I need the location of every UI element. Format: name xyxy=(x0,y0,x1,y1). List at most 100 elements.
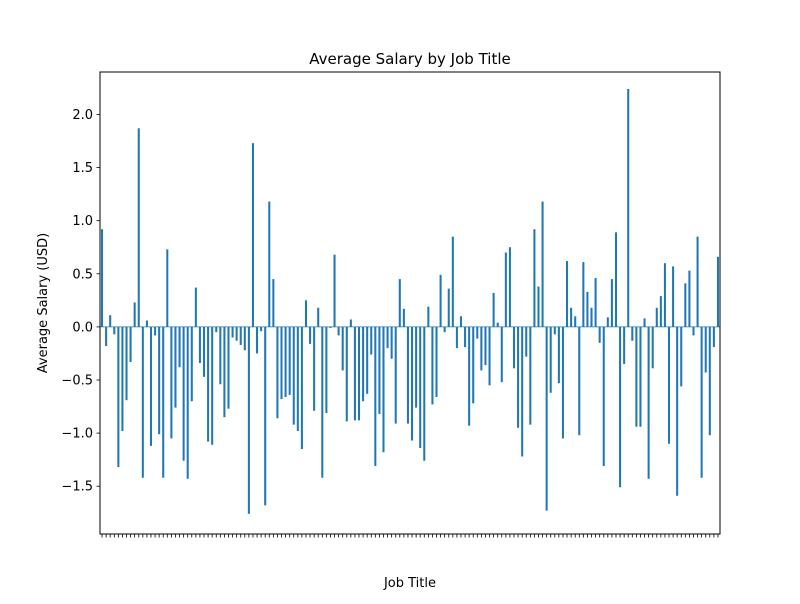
bar-113 xyxy=(561,326,564,439)
y-tick-label-1: −1.0 xyxy=(61,427,93,442)
bar-98 xyxy=(500,326,503,383)
bar-30 xyxy=(223,326,226,418)
bar-88 xyxy=(459,316,463,327)
bar-27 xyxy=(211,326,214,445)
bar-60 xyxy=(345,326,348,422)
bar-24 xyxy=(198,326,201,364)
bar-15 xyxy=(162,326,165,478)
bar-90 xyxy=(468,326,471,426)
bar-10 xyxy=(141,326,144,478)
bar-131 xyxy=(635,326,638,427)
bar-32 xyxy=(231,326,234,338)
bar-130 xyxy=(631,326,634,341)
bar-112 xyxy=(557,326,560,384)
bar-51 xyxy=(309,326,312,344)
bar-1 xyxy=(105,326,108,347)
bar-12 xyxy=(149,326,153,446)
bar-81 xyxy=(431,326,434,405)
bar-123 xyxy=(602,326,605,467)
bar-63 xyxy=(357,326,361,421)
bar-142 xyxy=(680,326,683,387)
y-tick-label-0: −1.5 xyxy=(61,480,93,495)
bar-111 xyxy=(553,326,556,335)
bar-106 xyxy=(533,229,536,327)
bar-66 xyxy=(370,326,373,355)
bar-56 xyxy=(329,326,332,328)
bar-89 xyxy=(464,326,467,348)
bar-70 xyxy=(386,326,389,349)
bar-92 xyxy=(476,326,479,339)
bar-101 xyxy=(512,326,516,369)
bars-layer xyxy=(101,88,719,514)
bar-42 xyxy=(272,279,275,327)
bar-143 xyxy=(684,283,687,327)
bar-77 xyxy=(415,326,418,408)
bar-26 xyxy=(207,326,210,442)
bar-65 xyxy=(366,326,369,394)
bar-17 xyxy=(170,326,173,439)
bar-0 xyxy=(101,229,104,327)
bar-6 xyxy=(125,326,128,401)
bar-145 xyxy=(692,326,695,336)
bar-47 xyxy=(292,326,295,425)
bar-115 xyxy=(570,307,573,327)
bar-44 xyxy=(280,326,283,400)
bar-72 xyxy=(394,326,397,424)
bar-75 xyxy=(406,326,409,424)
bar-102 xyxy=(517,326,520,428)
bar-73 xyxy=(398,279,401,327)
chart-title: Average Salary by Job Title xyxy=(309,50,510,68)
bar-46 xyxy=(288,326,291,395)
bar-40 xyxy=(264,326,267,506)
y-tick-label-4: 0.5 xyxy=(72,267,93,282)
bar-87 xyxy=(455,326,458,349)
bar-64 xyxy=(362,326,365,402)
bar-57 xyxy=(333,254,336,327)
bar-28 xyxy=(215,326,218,333)
bar-127 xyxy=(619,326,622,488)
bar-110 xyxy=(549,326,552,393)
bar-116 xyxy=(574,316,577,327)
bar-14 xyxy=(158,326,161,435)
y-tick-label-6: 1.5 xyxy=(72,161,93,176)
bar-146 xyxy=(696,236,699,327)
bar-80 xyxy=(427,306,430,327)
bar-76 xyxy=(411,326,414,441)
x-axis-label: Job Title xyxy=(383,576,436,591)
bar-13 xyxy=(154,326,157,336)
bar-109 xyxy=(545,326,548,511)
bar-97 xyxy=(496,322,499,327)
bar-41 xyxy=(268,201,271,327)
bar-118 xyxy=(582,262,585,327)
bar-29 xyxy=(219,326,222,385)
bar-86 xyxy=(451,236,454,327)
bar-11 xyxy=(145,320,148,327)
bar-105 xyxy=(529,326,532,425)
bar-71 xyxy=(390,326,393,359)
bar-122 xyxy=(598,326,601,343)
bar-91 xyxy=(472,326,475,404)
bar-94 xyxy=(484,326,487,366)
bar-134 xyxy=(647,326,650,479)
bar-140 xyxy=(672,266,675,327)
bar-104 xyxy=(525,326,528,357)
bar-137 xyxy=(659,296,662,327)
bar-19 xyxy=(178,326,181,368)
bar-138 xyxy=(663,263,666,327)
bar-100 xyxy=(508,247,511,327)
bar-139 xyxy=(667,326,671,444)
bar-20 xyxy=(182,326,185,461)
bar-35 xyxy=(243,326,246,351)
bar-2 xyxy=(109,315,112,327)
bar-67 xyxy=(374,326,377,467)
bar-50 xyxy=(304,300,308,327)
bar-125 xyxy=(610,279,613,327)
bar-25 xyxy=(202,326,206,377)
bar-129 xyxy=(627,88,630,327)
bar-5 xyxy=(121,326,124,431)
y-tick-label-3: 0.0 xyxy=(72,320,93,335)
bar-55 xyxy=(325,326,328,413)
bar-49 xyxy=(300,326,303,450)
